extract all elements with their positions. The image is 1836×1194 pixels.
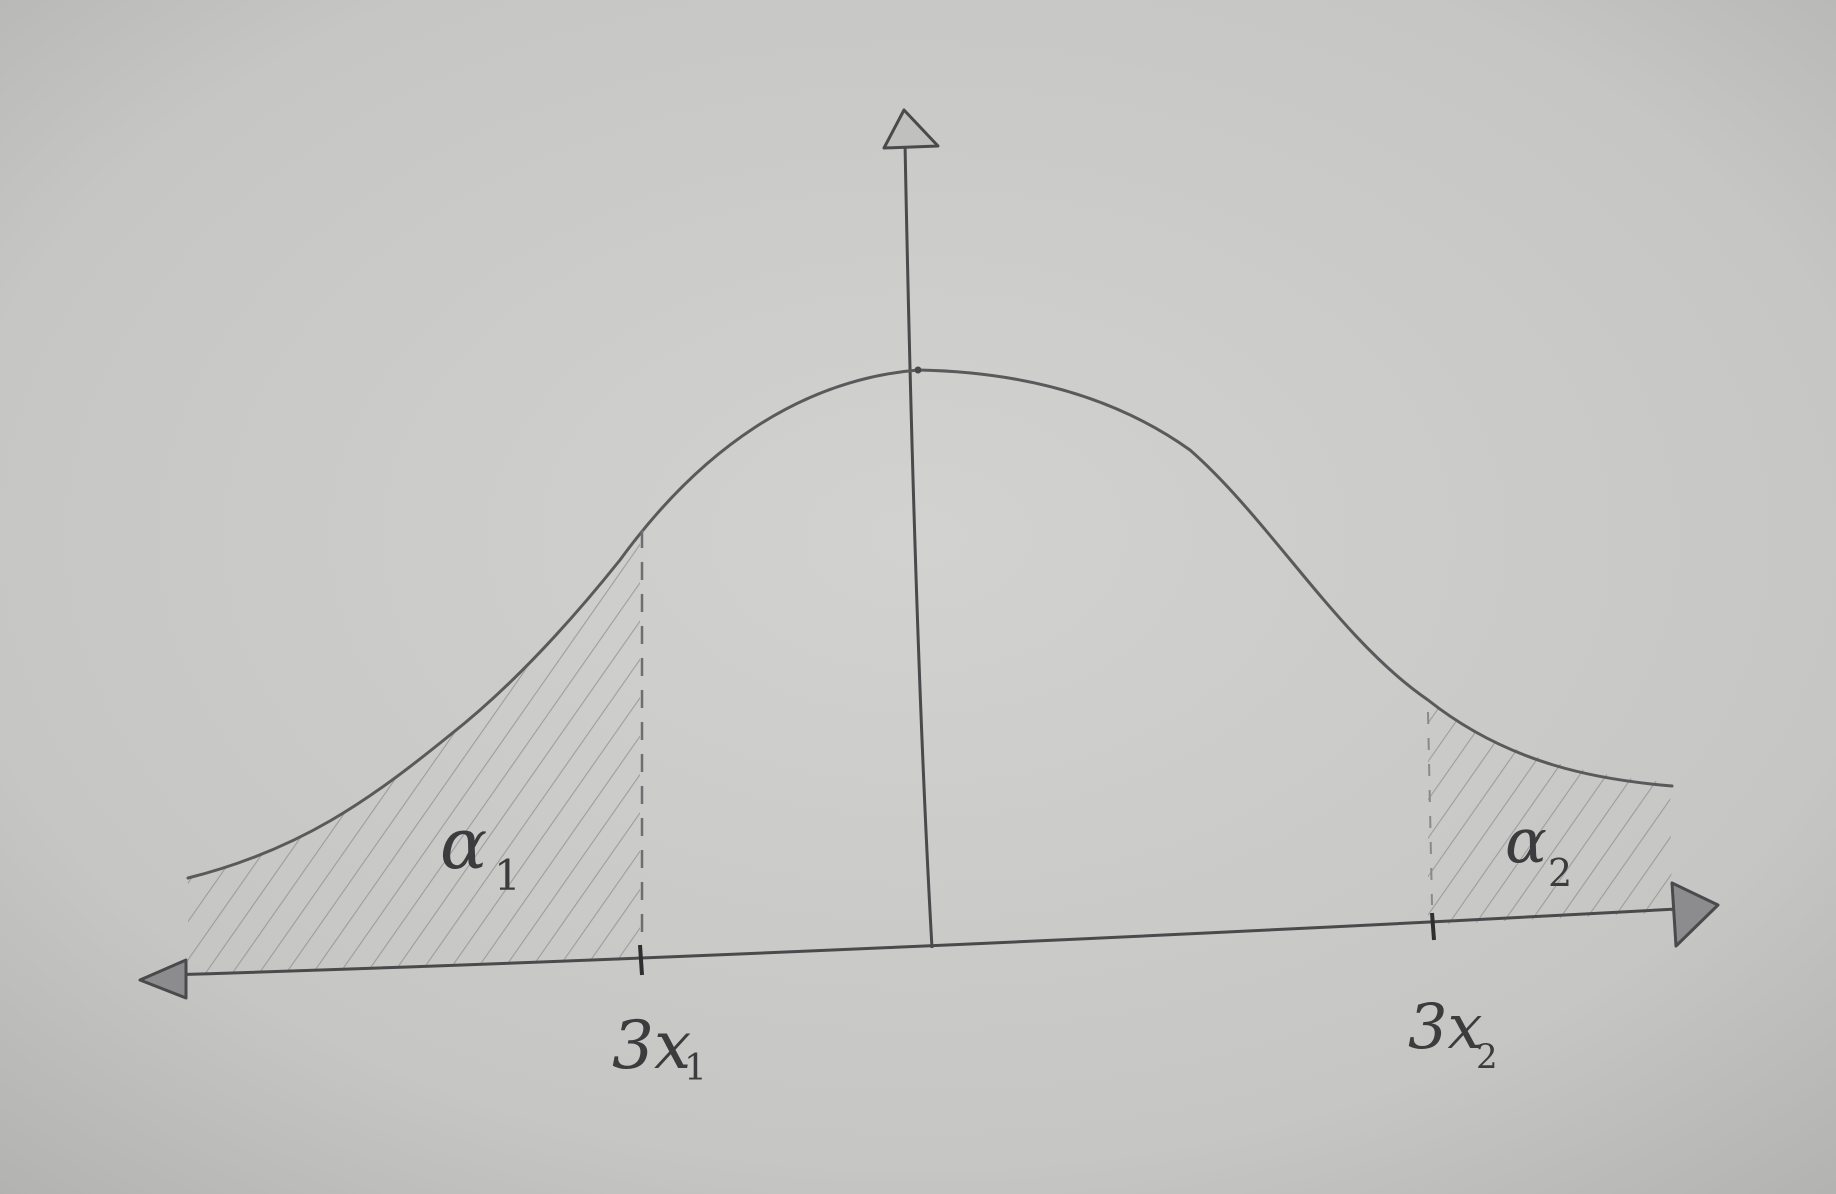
right-critical-value-subscript: 2 bbox=[1476, 1037, 1498, 1077]
right-critical-value-label: 3x bbox=[1408, 990, 1482, 1063]
bell-curve bbox=[186, 366, 1674, 880]
y-axis bbox=[903, 142, 934, 949]
left-critical-tick bbox=[638, 944, 644, 976]
right-critical-dashed-line bbox=[1427, 711, 1433, 906]
left-critical-value-label: 3x bbox=[612, 1007, 691, 1084]
left-critical-value-subscript: 1 bbox=[684, 1048, 707, 1089]
x-axis-left-arrow-icon bbox=[138, 958, 188, 1000]
right-critical-tick bbox=[1430, 912, 1436, 941]
x-axis bbox=[164, 906, 1696, 977]
right-tail-area-subscript: 2 bbox=[1548, 851, 1572, 895]
left-tail-area-label: α bbox=[440, 803, 487, 885]
y-axis-arrow-icon bbox=[882, 108, 940, 150]
x-axis-right-arrow-icon bbox=[1670, 881, 1720, 948]
left-tail-area-subscript: 1 bbox=[494, 851, 521, 900]
right-tail-area-label: α bbox=[1505, 804, 1547, 877]
